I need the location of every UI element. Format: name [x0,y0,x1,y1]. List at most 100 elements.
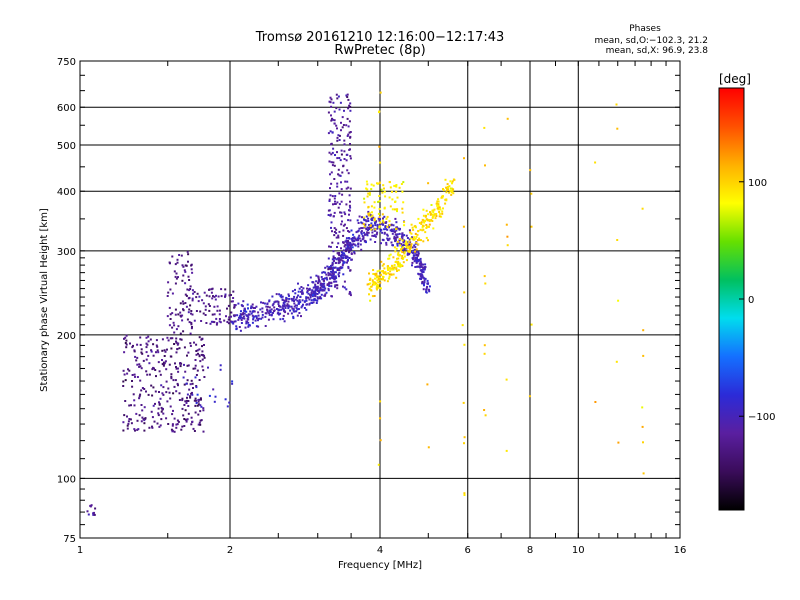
echo-point [418,239,421,241]
echo-point [386,267,389,270]
echo-point [402,181,405,184]
echo-point [329,194,332,197]
echo-point [420,265,423,268]
echo-point [367,231,370,234]
colorbar-tick-label: 0 [748,295,754,306]
echo-point [331,131,334,134]
echo-point [394,261,397,263]
echo-point [171,326,174,329]
echo-point [337,206,340,209]
echo-point [136,419,139,422]
echo-point [341,193,344,196]
echo-point [182,274,185,277]
echo-point [317,280,320,282]
echo-point [228,316,231,319]
echo-point [291,307,294,310]
echo-point [352,233,355,236]
echo-point [381,213,384,216]
echo-point [308,298,311,301]
echo-point [330,153,333,156]
echo-point [150,350,153,353]
echo-point [423,266,426,269]
echo-point [338,254,341,257]
echo-point [408,238,411,241]
echo-point [410,243,413,246]
echo-point [401,244,404,247]
echo-point [151,394,154,397]
echo-point [425,209,428,212]
echo-point [182,308,184,311]
echo-point [202,312,205,315]
echo-point [378,195,381,197]
echo-point [313,286,316,289]
echo-point [250,307,252,310]
echo-point [349,136,352,139]
echo-point [138,363,141,366]
echo-point [156,422,159,425]
echo-point [185,420,188,423]
echo-point [368,279,371,281]
echo-point [408,229,411,232]
echo-point [375,285,378,288]
echo-point [240,313,243,316]
echo-point [315,287,318,290]
echo-point [367,212,370,215]
echo-point [157,414,160,417]
echo-point [335,228,338,231]
echo-point [175,337,178,340]
echo-point [344,240,347,243]
echo-point [167,339,170,342]
echo-point [361,222,364,225]
echo-point [349,200,351,203]
echo-point [425,225,428,228]
echo-point [329,214,332,217]
echo-point [187,311,190,314]
echo-point [183,269,186,272]
echo-point [379,218,381,220]
echo-point [183,363,185,366]
echo-point [408,240,411,243]
echo-point [345,227,348,230]
echo-point [379,221,382,224]
echo-point [276,308,278,310]
echo-point [201,350,204,353]
echo-point [377,463,380,466]
echo-point [178,392,181,395]
echo-point [425,224,428,226]
echo-point [348,194,351,197]
echo-point [336,246,338,248]
echo-point [348,120,351,123]
echo-point [319,282,322,285]
echo-point [332,161,335,164]
echo-point [278,293,281,296]
echo-point [422,225,425,228]
echo-point [387,277,390,280]
echo-point [393,235,396,238]
echo-point [187,412,190,415]
echo-point [401,248,404,251]
echo-point [432,227,435,230]
echo-point [190,327,193,330]
echo-point [394,240,397,243]
echo-point [403,248,406,251]
echo-point [379,281,382,284]
echo-point [389,186,392,189]
echo-point [141,416,144,419]
echo-point [247,318,250,321]
echo-point [293,305,296,308]
echo-point [186,393,189,396]
echo-point [315,274,318,277]
echo-point [273,309,276,312]
echo-point [184,302,187,304]
echo-point [194,359,197,361]
echo-point [291,299,294,302]
echo-point [297,290,300,293]
echo-point [421,271,424,274]
echo-point [371,280,374,283]
echo-point [195,310,198,312]
echo-point [226,405,229,408]
echo-point [334,284,337,287]
echo-point [210,320,213,323]
echo-point [338,230,341,233]
echo-point [179,302,182,305]
